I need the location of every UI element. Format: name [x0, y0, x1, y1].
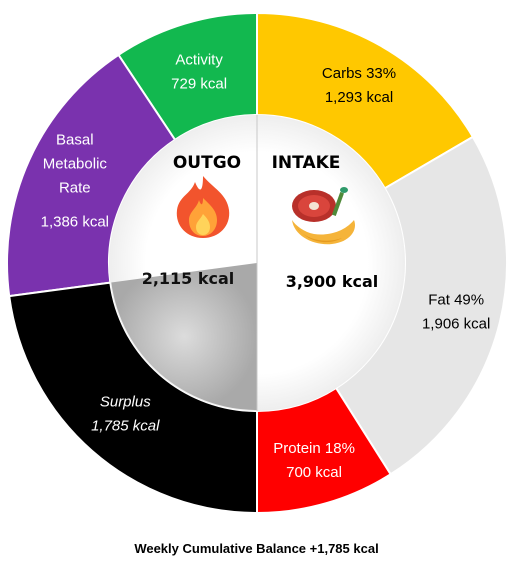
outgo-surplus-label: Surplus 1,785 kcal — [91, 394, 160, 435]
intake-total: 3,900 kcal — [286, 272, 379, 291]
intake-fat-label: Fat 49% 1,906 kcal — [422, 292, 490, 333]
food-icon — [292, 187, 356, 245]
intake-title: INTAKE — [272, 153, 341, 173]
outgo-title: OUTGO — [173, 153, 241, 173]
outgo-basal-metabolic-rate-label: Basal Metabolic Rate 1,386 kcal — [41, 131, 109, 230]
outgo-activity-label: Activity 729 kcal — [171, 52, 227, 93]
intake-carbs-label: Carbs 33% 1,293 kcal — [322, 65, 396, 106]
weekly-balance-caption: Weekly Cumulative Balance +1,785 kcal — [134, 541, 379, 556]
outgo-total: 2,115 kcal — [142, 269, 235, 288]
intake-protein-label: Protein 18% 700 kcal — [273, 440, 355, 481]
fire-icon — [176, 176, 230, 238]
surplus-inner-wedge — [111, 263, 257, 410]
